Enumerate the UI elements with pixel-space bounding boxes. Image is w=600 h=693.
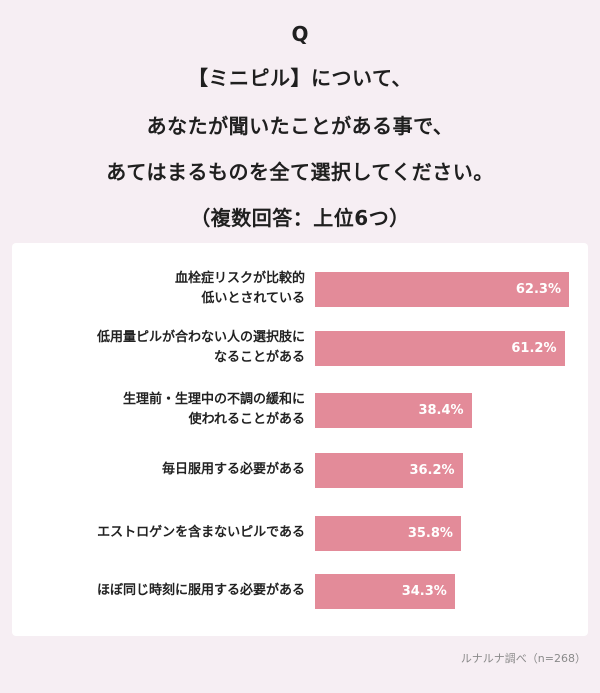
category-label-line: エストロゲンを含まないピルである xyxy=(97,525,305,540)
category-label: エストロゲンを含まないピルである xyxy=(5,523,305,543)
category-label-line: 使われることがある xyxy=(188,412,305,427)
bar xyxy=(315,452,463,488)
category-label: 低用量ピルが合わない人の選択肢になることがある xyxy=(5,328,305,368)
category-label-line: ほぼ同じ時刻に服用する必要がある xyxy=(96,583,305,598)
bar xyxy=(315,392,472,428)
category-label: 生理前・生理中の不調の緩和に使われることがある xyxy=(5,390,305,430)
category-label-line: 生理前・生理中の不調の緩和に xyxy=(122,392,305,407)
chart-card: 血栓症リスクが比較的低いとされている 62.3% 低用量ピルが合わない人の選択肢にな… xyxy=(12,243,588,636)
category-label: 毎日服用する必要がある xyxy=(5,460,305,480)
category-label: ほぼ同じ時刻に服用する必要がある xyxy=(5,581,305,601)
question-line-2: あなたが聞いたことがある事で、 xyxy=(146,114,454,138)
question-line-1: 【ミニピル】について、 xyxy=(188,66,412,90)
bar xyxy=(315,515,461,551)
bar-value-label: 36.2% xyxy=(409,462,455,478)
bar-value-label: 62.3% xyxy=(515,281,561,297)
bar-value-label: 34.3% xyxy=(401,583,447,599)
question-line-3: あてはまるものを全て選択してください。 xyxy=(106,160,494,184)
source-note: ルナルナ調べ（n=268） xyxy=(460,652,586,665)
category-label-line: 低用量ピルが合わない人の選択肢に xyxy=(96,330,305,345)
bar-value-label: 61.2% xyxy=(511,340,557,356)
bar xyxy=(315,330,565,366)
bar-value-label: 38.4% xyxy=(418,402,464,418)
category-label-line: 毎日服用する必要がある xyxy=(161,462,305,477)
category-label-line: 血栓症リスクが比較的 xyxy=(174,271,305,286)
bar xyxy=(315,271,569,307)
category-label-line: 低いとされている xyxy=(201,291,305,306)
question-marker: Q xyxy=(291,22,309,46)
category-label-line: なることがある xyxy=(213,350,305,365)
bar xyxy=(315,573,455,609)
question-line-4: （複数回答：上位6つ） xyxy=(190,206,410,230)
bar-value-label: 35.8% xyxy=(407,525,453,541)
category-label: 血栓症リスクが比較的低いとされている xyxy=(5,269,305,309)
